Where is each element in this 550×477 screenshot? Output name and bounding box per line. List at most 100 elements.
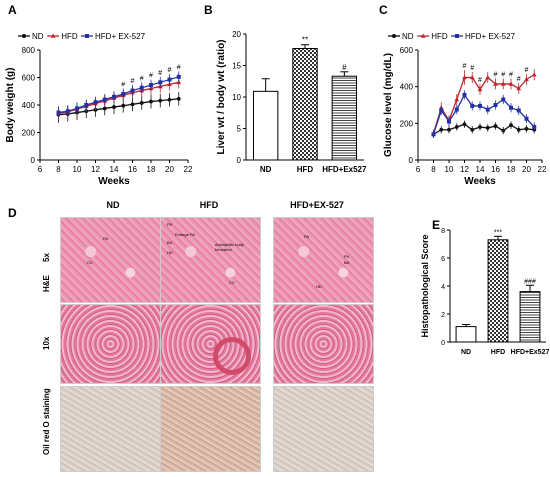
legend-marker [22,34,26,38]
point-1 [454,97,460,102]
bar-0 [455,326,477,343]
legend-label: HFD [61,32,78,41]
x-tick-label: 8 [431,165,436,174]
x-tick-label: 20 [165,165,174,174]
point-2 [130,88,135,93]
point-2 [509,105,513,110]
legend-marker [85,34,89,38]
point-2 [93,100,98,105]
point-0 [493,124,498,128]
panel-letter-b: B [204,3,213,17]
y-tick-label: 6 [441,256,445,263]
point-0 [167,97,172,102]
micrograph-nd-oil [60,386,161,472]
point-2 [176,74,181,79]
label-ex-hd: HD [316,284,322,289]
point-1 [524,76,529,82]
significance-mark: # [525,67,529,74]
y-tick-label: 0 [237,156,242,165]
point-2 [493,103,498,107]
x-tick-label: 12 [91,165,100,174]
point-1 [531,72,537,77]
x-tick-label: 14 [476,165,485,174]
point-0 [139,101,144,105]
significance-mark: # [149,73,153,80]
significance-mark: # [463,63,467,70]
label-hfd-pv: PV [167,222,173,227]
x-tick-label: 14 [110,165,119,174]
point-2 [532,125,537,129]
significance-mark: # [158,70,162,77]
point-1 [508,81,514,86]
label-hfd-enlarge: Enlarge PA [175,232,195,237]
point-0 [462,122,467,127]
significance-1: ** [302,36,308,45]
histo-row-oil: Oil red O staining [42,388,51,455]
micrograph-hfd-5x: PV Enlarge PA BA HD Acidophilic body for… [160,217,261,303]
significance-mark: # [501,71,505,78]
point-0 [509,123,513,128]
x-tick-label: 10 [445,165,454,174]
micrograph-hfd-10x [160,304,261,384]
micrograph-nd-5x: PA CV [60,217,161,303]
point-2 [65,109,70,114]
x-tick-label: 22 [184,165,193,174]
point-0 [112,105,116,109]
y-tick-label: 200 [400,119,414,128]
point-2 [112,94,116,99]
point-2 [75,106,79,111]
point-2 [447,119,451,124]
point-1 [477,86,483,92]
y-tick-label: 400 [400,83,414,92]
point-0 [485,126,490,130]
category-label-1: HFD [297,165,314,174]
legend-label: ND [32,32,44,41]
label-nd-pa: PA [103,236,109,241]
point-0 [524,126,529,131]
legend-label: HFD+ EX-527 [95,32,146,41]
significance-mark: # [517,76,521,83]
point-0 [454,125,459,129]
chart-c-glucose: 0 200 400 600 6 8 10 12 14 16 18 20 22 Weeks Glucose l… [383,32,547,187]
point-1 [493,81,498,86]
point-1 [485,75,491,80]
point-2 [158,80,163,85]
panel-letter-a: A [8,3,17,17]
point-2 [102,97,107,102]
y-axis-label: Liver wt / body wt (ratio) [216,39,227,154]
significance-mark: # [177,64,181,71]
point-2 [485,107,490,112]
point-2 [462,92,467,97]
micrograph-ex-oil [273,386,374,472]
legend-marker [420,33,426,38]
y-tick-label: 15 [232,62,241,71]
micrograph-ex-5x: PA PV BA HD [273,217,374,303]
significance-mark: # [140,75,144,82]
point-1 [500,81,506,86]
series-line-1 [432,74,535,134]
x-tick-label: 6 [416,165,421,174]
category-label-0: ND [260,165,272,174]
point-1 [462,75,467,80]
histo-row-5x: 5x [42,253,51,262]
point-2 [167,77,172,82]
y-tick-label: 0 [409,156,414,165]
category-label-2: HFD+Ex527 [511,349,550,356]
point-0 [478,125,482,129]
significance-2: ### [524,278,536,285]
bar-2 [519,291,541,343]
point-2 [149,83,153,88]
x-tick-label: 10 [73,165,82,174]
point-0 [516,127,521,132]
x-axis-label: Weeks [98,176,130,187]
x-tick-label: 18 [147,165,156,174]
y-tick-label: 800 [22,46,36,55]
x-tick-label: 16 [491,165,500,174]
x-tick-label: 20 [522,165,531,174]
micrograph-hfd-oil [160,386,261,472]
legend-marker [50,33,56,38]
legend-marker [455,34,459,38]
label-hfd-acid: Acidophilic body formation [215,242,244,252]
point-2 [139,85,144,90]
bar-1 [487,239,509,343]
